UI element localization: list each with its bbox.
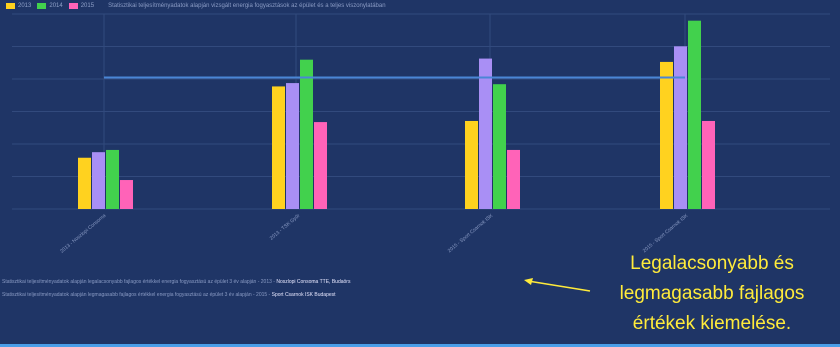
bar xyxy=(272,86,285,209)
bar xyxy=(106,149,119,209)
bar xyxy=(92,152,105,209)
x-tick-label: 2015 - Sport Csarnok ISK xyxy=(447,213,495,255)
legend-item-2: 2014 xyxy=(37,3,63,9)
bar xyxy=(702,120,715,209)
bar xyxy=(493,84,506,209)
x-tick-label: 2015 - Sport Csarnok ISK xyxy=(642,213,690,255)
footnote-lowest: Statisztikai teljesítményadatok alapján … xyxy=(2,279,350,285)
bar xyxy=(286,83,299,209)
callout-arrow-head xyxy=(524,278,533,285)
bar xyxy=(479,58,492,210)
callout-arrow-line xyxy=(527,280,591,292)
legend-label-3: 2015 xyxy=(80,3,95,9)
x-tick-label: 2013 - Noszlopi Consoma xyxy=(59,213,107,255)
bar xyxy=(465,120,478,209)
footnote-highest: Statisztikai teljesítményadatok alapján … xyxy=(2,292,336,298)
bar xyxy=(314,122,327,209)
legend-swatch-2 xyxy=(37,3,47,9)
bar xyxy=(120,180,133,209)
bar xyxy=(300,59,313,209)
chart-title: Statisztikai teljesítményadatok alapján … xyxy=(108,3,386,9)
legend-item-1: 2013 xyxy=(6,3,31,9)
callout-line-3: értékek kiemelése. xyxy=(632,313,792,334)
callout-text: Legalacsonyabb és legmagasabb fajlagos é… xyxy=(592,249,832,339)
bottom-accent-strip xyxy=(0,344,840,347)
bar xyxy=(660,61,673,209)
legend-label-2: 2014 xyxy=(49,3,63,9)
bar xyxy=(674,46,687,209)
bar xyxy=(688,20,701,209)
chart-legend: 2013 2014 2015 Statisztikai teljesítmény… xyxy=(6,3,386,9)
bar xyxy=(78,157,91,209)
legend-swatch-1 xyxy=(6,3,15,9)
bar xyxy=(507,149,520,209)
legend-label-1: 2013 xyxy=(18,3,32,9)
footnote-highest-text: Statisztikai teljesítményadatok alapján … xyxy=(2,292,272,298)
footnote-highest-highlight: Sport Csarnok ISK Budapest xyxy=(271,292,336,298)
x-tick-label: 2013 - TSK Győr xyxy=(269,213,302,242)
footnote-lowest-highlight: Noszlopi Consoma TTE, Budaörs xyxy=(276,279,351,285)
legend-item-3: 2015 xyxy=(68,3,95,9)
callout-line-1: Legalacsonyabb és xyxy=(630,253,794,274)
callout-line-2: legmagasabb fajlagos xyxy=(619,283,805,304)
legend-swatch-3 xyxy=(68,3,78,9)
footnote-lowest-text: Statisztikai teljesítményadatok alapján … xyxy=(2,279,277,285)
